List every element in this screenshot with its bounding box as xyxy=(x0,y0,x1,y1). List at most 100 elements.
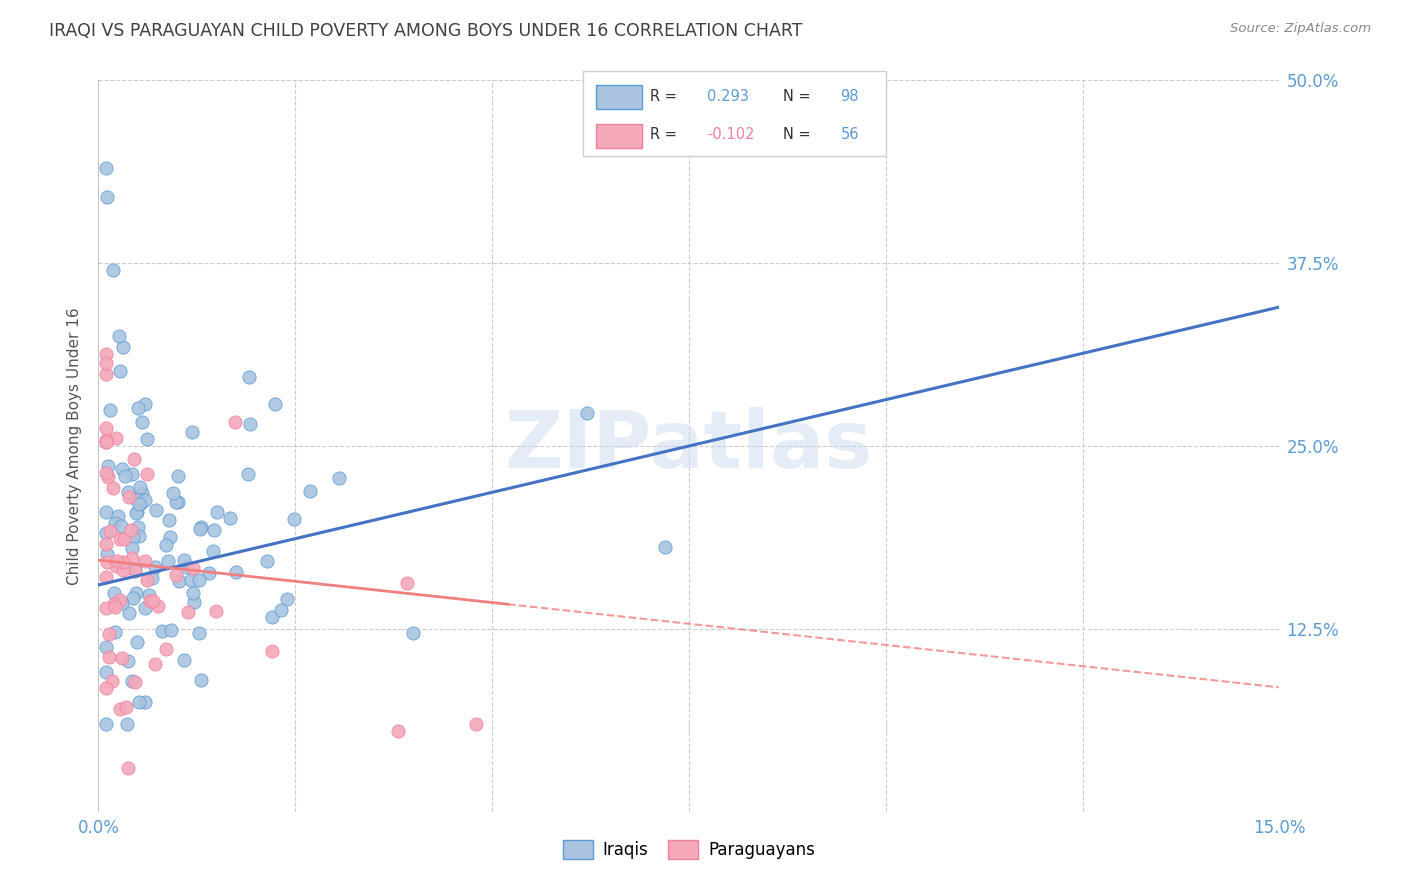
Point xyxy=(96,547,118,561)
Point xyxy=(96,555,118,569)
Point xyxy=(131,486,153,500)
Point xyxy=(218,510,240,524)
Point xyxy=(134,554,156,568)
Point xyxy=(139,593,162,607)
Point xyxy=(165,567,187,582)
Point xyxy=(167,494,190,508)
Point xyxy=(224,415,246,429)
Point xyxy=(98,403,121,417)
Point xyxy=(108,593,131,607)
Point xyxy=(127,504,149,518)
Point xyxy=(256,553,278,567)
Point xyxy=(148,599,170,613)
Point xyxy=(141,571,163,585)
Point xyxy=(111,596,134,610)
Text: -0.102: -0.102 xyxy=(707,128,755,143)
Point xyxy=(202,544,225,558)
Point xyxy=(135,467,157,481)
Point xyxy=(101,481,124,495)
FancyBboxPatch shape xyxy=(596,124,643,147)
Point xyxy=(387,724,409,739)
Text: R =: R = xyxy=(650,89,682,104)
Point xyxy=(181,425,204,439)
Point xyxy=(128,498,150,512)
Point xyxy=(190,520,212,534)
Point xyxy=(121,673,143,688)
Point xyxy=(124,564,146,578)
Point xyxy=(101,673,124,688)
Text: 56: 56 xyxy=(841,128,859,143)
Point xyxy=(138,588,160,602)
Point xyxy=(136,432,159,446)
Text: N =: N = xyxy=(783,89,815,104)
Point xyxy=(114,469,136,483)
Point xyxy=(575,406,598,420)
Point xyxy=(260,610,283,624)
Point xyxy=(165,495,187,509)
Y-axis label: Child Poverty Among Boys Under 16: Child Poverty Among Boys Under 16 xyxy=(67,307,83,585)
Point xyxy=(260,644,283,658)
FancyBboxPatch shape xyxy=(596,85,643,109)
Point xyxy=(112,532,135,546)
Point xyxy=(96,190,118,204)
Point xyxy=(205,604,228,618)
Point xyxy=(121,551,143,566)
Point xyxy=(125,492,148,507)
Point xyxy=(159,623,181,637)
Point xyxy=(108,532,131,546)
Point xyxy=(187,574,209,588)
Point xyxy=(96,347,118,361)
Point xyxy=(173,553,195,567)
Point xyxy=(96,433,118,447)
Point xyxy=(128,529,150,543)
Point xyxy=(96,435,118,450)
Point xyxy=(108,329,131,343)
Point xyxy=(111,651,134,665)
Point xyxy=(204,524,226,538)
Point xyxy=(654,540,676,554)
Point xyxy=(97,649,120,664)
Point xyxy=(124,675,146,690)
Point xyxy=(155,538,177,552)
Point xyxy=(96,161,118,175)
Point xyxy=(155,642,177,657)
Point xyxy=(96,435,118,450)
Point xyxy=(129,480,152,494)
Point xyxy=(96,665,118,680)
Point xyxy=(121,467,143,482)
Point xyxy=(207,504,229,518)
Point xyxy=(117,761,139,775)
Point xyxy=(96,717,118,731)
Text: R =: R = xyxy=(650,128,682,143)
Point xyxy=(145,503,167,517)
Point xyxy=(98,524,121,538)
Point xyxy=(115,717,138,731)
Point xyxy=(104,431,127,445)
Point xyxy=(131,415,153,429)
Point xyxy=(121,541,143,555)
Point xyxy=(96,421,118,435)
Point xyxy=(134,397,156,411)
Point xyxy=(238,370,260,384)
Point xyxy=(143,657,166,671)
Point xyxy=(183,595,205,609)
Text: N =: N = xyxy=(783,128,815,143)
Point xyxy=(276,592,298,607)
Point xyxy=(104,600,127,615)
Point xyxy=(169,574,191,588)
Text: Source: ZipAtlas.com: Source: ZipAtlas.com xyxy=(1230,22,1371,36)
Point xyxy=(328,470,350,484)
Point xyxy=(127,401,149,416)
Point xyxy=(97,458,120,473)
Point xyxy=(143,559,166,574)
Text: IRAQI VS PARAGUAYAN CHILD POVERTY AMONG BOYS UNDER 16 CORRELATION CHART: IRAQI VS PARAGUAYAN CHILD POVERTY AMONG … xyxy=(49,22,803,40)
Point xyxy=(187,626,209,640)
Point xyxy=(96,570,118,584)
Point xyxy=(270,603,292,617)
Text: 98: 98 xyxy=(841,89,859,104)
Point xyxy=(174,559,197,574)
Point xyxy=(283,512,305,526)
Point xyxy=(157,554,180,568)
Point xyxy=(239,417,262,431)
Point xyxy=(263,397,285,411)
